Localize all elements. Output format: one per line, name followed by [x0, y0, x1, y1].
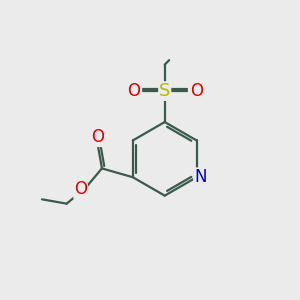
Text: N: N	[194, 168, 206, 186]
Text: O: O	[91, 128, 104, 146]
Text: O: O	[74, 180, 87, 198]
Text: O: O	[127, 82, 140, 100]
Text: S: S	[159, 82, 170, 100]
Text: O: O	[190, 82, 203, 100]
